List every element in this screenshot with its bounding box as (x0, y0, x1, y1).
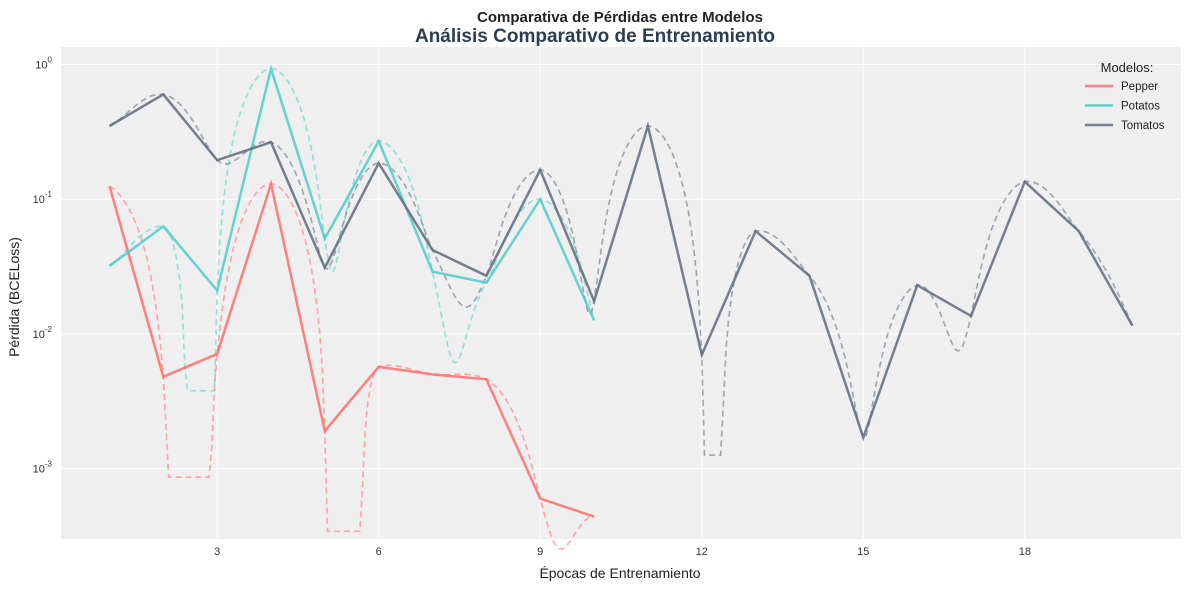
y-axis-ticks: 10-3 10-2 10-1 100 (33, 56, 53, 476)
legend-label: Pepper (1121, 81, 1158, 93)
plot-area (61, 47, 1181, 539)
x-tick-label: 18 (1019, 546, 1031, 558)
legend-title: Modelos: (1101, 60, 1154, 75)
grid (61, 47, 1181, 539)
y-tick-label: 10-2 (33, 325, 53, 341)
y-tick-label: 100 (35, 56, 52, 72)
series-line-pepper (108, 179, 595, 518)
series-line-potatos (108, 64, 596, 321)
x-tick-label: 3 (214, 546, 220, 558)
y-tick-label: 10-3 (33, 460, 53, 476)
x-tick-label: 12 (696, 546, 708, 558)
x-axis-ticks: 3 6 9 12 15 18 (214, 546, 1031, 558)
smoothed-line-pepper (109, 183, 595, 551)
y-axis-label: Pérdida (BCELoss) (6, 237, 22, 357)
legend: Modelos: Pepper Potatos Tomatos (1085, 60, 1165, 132)
chart-subtitle: Análisis Comparativo de Entrenamiento (415, 26, 775, 47)
chart-title: Comparativa de Pérdidas entre Modelos (477, 9, 763, 26)
x-tick-label: 9 (537, 546, 543, 558)
legend-label: Tomatos (1121, 120, 1165, 132)
x-axis-label: Épocas de Entrenamiento (539, 565, 700, 581)
smoothed-line-tomatos (109, 93, 1134, 456)
series-lines (108, 64, 1134, 518)
series-line-tomatos (108, 92, 1134, 442)
x-tick-label: 15 (857, 546, 869, 558)
y-tick-label: 10-1 (33, 190, 53, 206)
legend-label: Potatos (1121, 101, 1160, 113)
x-tick-label: 6 (376, 546, 382, 558)
